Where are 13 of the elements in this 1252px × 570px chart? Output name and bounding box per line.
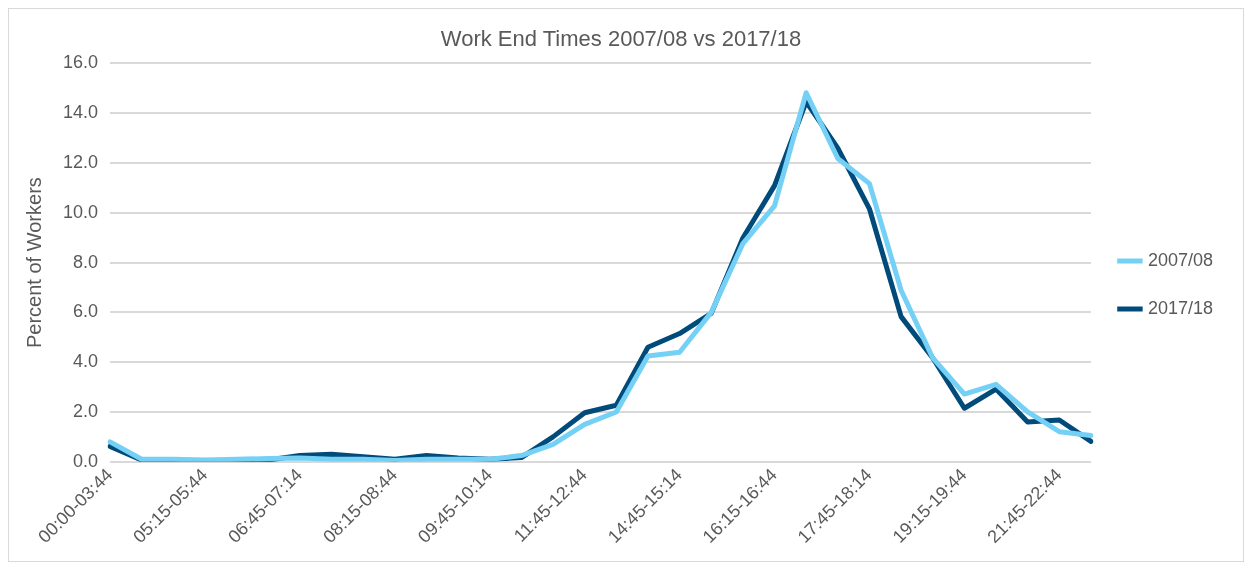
y-tick-label: 16.0 [62, 52, 99, 73]
y-axis-title: Percent of Workers [22, 177, 45, 348]
legend-label: 2017/18 [1147, 297, 1214, 318]
y-tick-label: 2.0 [73, 400, 99, 421]
y-tick-label: 8.0 [73, 251, 99, 272]
y-tick-label: 12.0 [62, 151, 99, 172]
y-tick-label: 4.0 [73, 351, 99, 372]
y-tick-label: 10.0 [62, 201, 99, 222]
y-tick-label: 14.0 [62, 102, 99, 123]
y-tick-label: 6.0 [73, 301, 99, 322]
chart-title: Work End Times 2007/08 vs 2017/18 [440, 26, 802, 52]
legend-label: 2007/08 [1147, 249, 1214, 270]
y-tick-label: 0.0 [73, 450, 99, 471]
